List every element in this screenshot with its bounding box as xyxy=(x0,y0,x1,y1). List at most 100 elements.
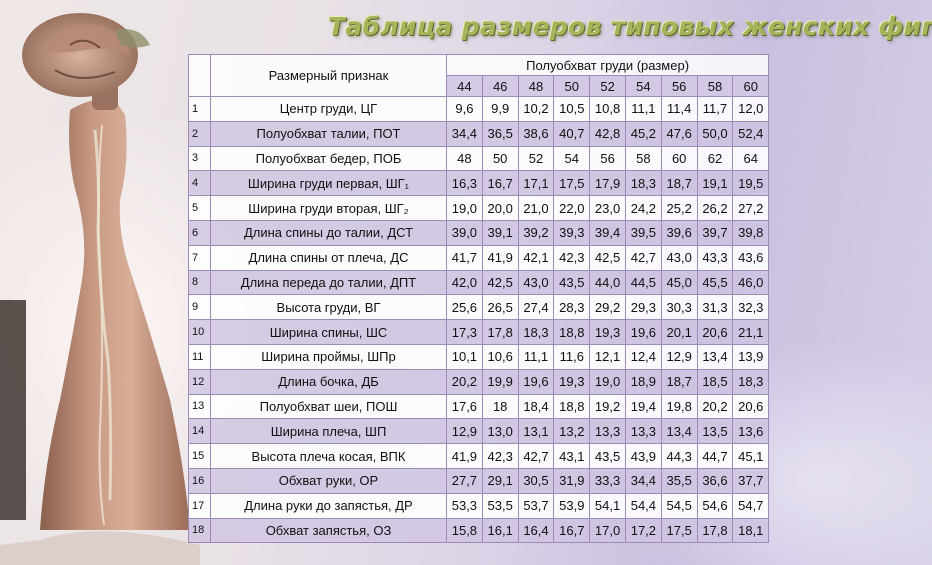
feature-name: Длина спины до талии, ДСТ xyxy=(210,219,447,246)
feature-name: Ширина груди первая, ШГ₁ xyxy=(210,170,447,197)
value-cell: 17,5 xyxy=(660,517,698,544)
row-number: 13 xyxy=(188,393,211,420)
value-cell: 44,5 xyxy=(624,269,662,296)
value-cell: 19,4 xyxy=(624,393,662,420)
value-cell: 36,6 xyxy=(696,467,734,494)
value-cell: 9,6 xyxy=(446,96,483,122)
value-cell: 26,2 xyxy=(696,195,734,221)
value-cell: 42,3 xyxy=(481,443,519,469)
value-cell: 53,5 xyxy=(481,492,519,519)
value-cell: 19,6 xyxy=(517,368,555,395)
value-cell: 13,0 xyxy=(481,418,519,445)
value-cell: 43,0 xyxy=(660,244,698,271)
table-row: 5 Ширина груди вторая, ШГ₂ 19,0 20,0 21,0 22,… xyxy=(188,195,770,221)
value-cell: 13,4 xyxy=(660,418,698,445)
value-cell: 19,0 xyxy=(446,195,483,221)
value-cell: 39,6 xyxy=(660,219,698,246)
value-cell: 20,0 xyxy=(481,195,519,221)
value-cell: 19,3 xyxy=(553,368,591,395)
value-cell: 42,5 xyxy=(481,269,519,296)
value-cell: 13,2 xyxy=(553,418,591,445)
table-row: 18 Обхват запястья, ОЗ 15,8 16,1 16,4 16,7 17,… xyxy=(188,517,770,544)
value-cell: 41,7 xyxy=(446,244,483,271)
value-cell: 27,4 xyxy=(517,294,555,321)
value-cell: 43,9 xyxy=(624,443,662,469)
value-cell: 33,3 xyxy=(589,467,626,494)
value-cell: 42,0 xyxy=(446,269,483,296)
row-number: 18 xyxy=(188,517,211,544)
row-number: 8 xyxy=(188,269,211,296)
value-cell: 43,3 xyxy=(696,244,734,271)
value-cell: 31,9 xyxy=(553,467,591,494)
value-cell: 18,5 xyxy=(696,368,734,395)
value-cell: 44,7 xyxy=(696,443,734,469)
value-cell: 19,3 xyxy=(589,319,626,345)
value-cell: 13,1 xyxy=(517,418,555,445)
value-cell: 24,2 xyxy=(624,195,662,221)
value-cell: 39,0 xyxy=(446,219,483,246)
row-number: 2 xyxy=(188,120,211,147)
value-cell: 39,5 xyxy=(624,219,662,246)
value-cell: 17,0 xyxy=(589,517,626,544)
value-cell: 43,6 xyxy=(732,244,770,271)
table-row: 17 Длина руки до запястья, ДР 53,3 53,5 53,7… xyxy=(188,492,770,519)
size-header-54: 54 xyxy=(624,75,662,97)
value-cell: 39,8 xyxy=(732,219,770,246)
value-cell: 17,9 xyxy=(589,170,626,197)
value-cell: 47,6 xyxy=(660,120,698,147)
value-cell: 10,6 xyxy=(481,343,519,370)
value-cell: 54,7 xyxy=(732,492,770,519)
table-row: 13 Полуобхват шеи, ПОШ 17,6 18 18,4 18,8 19,2 1… xyxy=(188,393,770,420)
value-cell: 18,3 xyxy=(732,368,770,395)
feature-name: Ширина проймы, ШПр xyxy=(210,343,447,370)
value-cell: 56 xyxy=(589,145,626,172)
feature-name: Высота плеча косая, ВПК xyxy=(210,443,447,469)
value-cell: 15,8 xyxy=(446,517,483,544)
value-cell: 10,1 xyxy=(446,343,483,370)
value-cell: 44,3 xyxy=(660,443,698,469)
value-cell: 39,2 xyxy=(517,219,555,246)
feature-name: Ширина спины, ШС xyxy=(210,319,447,345)
table-row: 2 Полуобхват талии, ПОТ 34,4 36,5 38,6 40,7 42… xyxy=(188,120,770,147)
value-cell: 11,6 xyxy=(553,343,591,370)
value-cell: 18,4 xyxy=(517,393,555,420)
value-cell: 17,8 xyxy=(481,319,519,345)
row-number: 14 xyxy=(188,418,211,445)
value-cell: 58 xyxy=(624,145,662,172)
value-cell: 17,1 xyxy=(517,170,555,197)
table-row: 3 Полуобхват бедер, ПОБ 48 50 52 54 56 58 60 62 64 xyxy=(188,145,770,172)
value-cell: 39,1 xyxy=(481,219,519,246)
value-cell: 27,7 xyxy=(446,467,483,494)
value-cell: 12,1 xyxy=(589,343,626,370)
row-number: 4 xyxy=(188,170,211,197)
value-cell: 12,9 xyxy=(660,343,698,370)
row-number: 5 xyxy=(188,195,211,221)
value-cell: 18,7 xyxy=(660,368,698,395)
value-cell: 54 xyxy=(553,145,591,172)
feature-name: Длина руки до запястья, ДР xyxy=(210,492,447,519)
value-cell: 19,1 xyxy=(696,170,734,197)
table-row: 7 Длина спины от плеча, ДС 41,7 41,9 42,1 42,… xyxy=(188,244,770,271)
value-cell: 10,2 xyxy=(517,96,555,122)
table-row: 4 Ширина груди первая, ШГ₁ 16,3 16,7 17,1 17,… xyxy=(188,170,770,197)
value-cell: 64 xyxy=(732,145,770,172)
value-cell: 18 xyxy=(481,393,519,420)
value-cell: 60 xyxy=(660,145,698,172)
value-cell: 43,1 xyxy=(553,443,591,469)
value-cell: 44,0 xyxy=(589,269,626,296)
value-cell: 54,1 xyxy=(589,492,626,519)
value-cell: 43,5 xyxy=(553,269,591,296)
value-cell: 42,3 xyxy=(553,244,591,271)
value-cell: 34,4 xyxy=(446,120,483,147)
feature-name: Полуобхват шеи, ПОШ xyxy=(210,393,447,420)
size-header-row: 44 46 48 50 52 54 56 58 60 xyxy=(189,75,770,97)
value-cell: 52,4 xyxy=(732,120,770,147)
row-number: 3 xyxy=(188,145,211,172)
value-cell: 37,7 xyxy=(732,467,770,494)
value-cell: 42,8 xyxy=(589,120,626,147)
row-number: 16 xyxy=(188,467,211,494)
value-cell: 45,2 xyxy=(624,120,662,147)
value-cell: 18,3 xyxy=(624,170,662,197)
value-cell: 13,6 xyxy=(732,418,770,445)
value-cell: 52 xyxy=(517,145,555,172)
